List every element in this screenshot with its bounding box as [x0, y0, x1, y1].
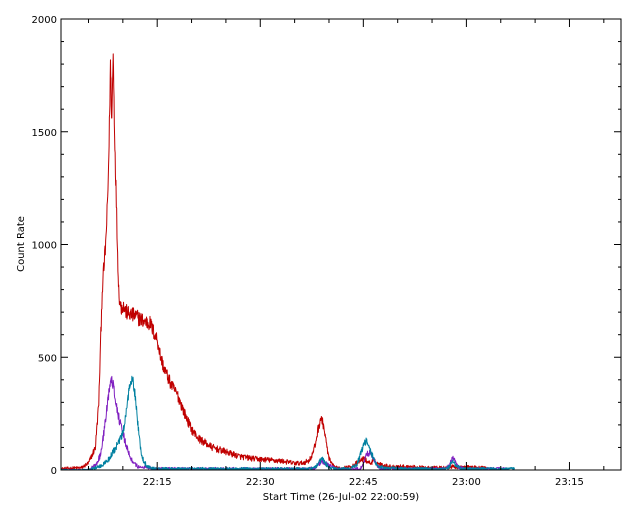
axis-layer: 0 500 1000 1500 2000 22:15 22:30 22:45 23:00 23:1… — [32, 15, 621, 488]
x-axis-label: Start Time (26-Jul-02 22:00:59) — [263, 492, 420, 503]
y-tick-label: 1500 — [32, 128, 57, 139]
y-tick-label: 2000 — [32, 15, 57, 26]
x-tick-label: 22:15 — [143, 477, 172, 488]
series-line-3 — [60, 375, 515, 471]
x-tick-label: 23:15 — [555, 477, 584, 488]
y-axis-label: Count Rate — [16, 216, 27, 272]
x-tick-label: 22:45 — [349, 477, 378, 488]
series-line-1 — [60, 53, 488, 471]
y-tick-label: 500 — [38, 353, 57, 364]
x-tick-label: 23:00 — [452, 477, 481, 488]
y-tick-label: 0 — [51, 466, 57, 477]
x-tick-label: 22:30 — [246, 477, 275, 488]
y-tick-label: 1000 — [32, 241, 57, 252]
